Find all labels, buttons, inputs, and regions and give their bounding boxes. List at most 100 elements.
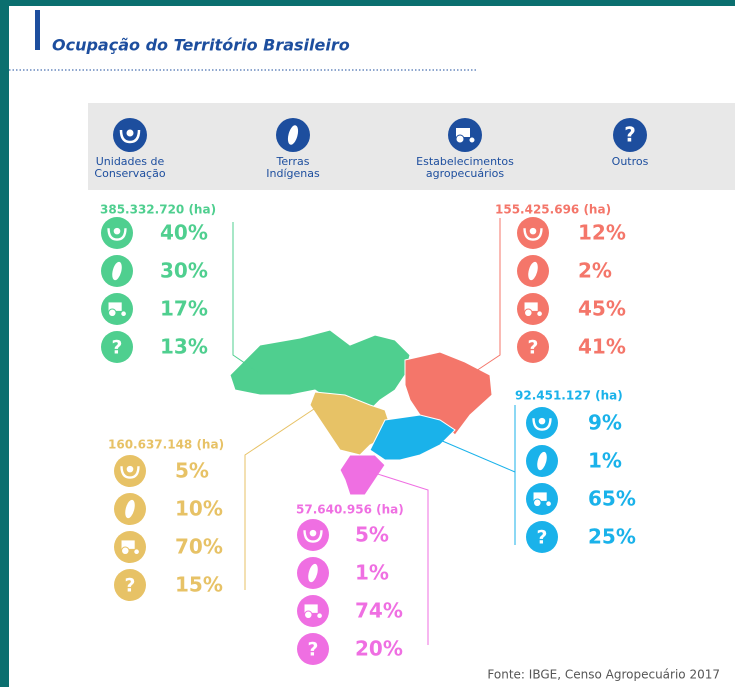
title: Ocupação do Território Brasileiro (52, 36, 350, 55)
connector (439, 439, 516, 473)
share: 1% (588, 449, 622, 473)
icon-leaf (528, 261, 538, 281)
icon-hands (532, 418, 552, 431)
icon-symbol: ? (308, 640, 319, 661)
legend-label: Terras (276, 155, 310, 168)
icon-symbol: ? (624, 123, 636, 147)
icon-circle (613, 118, 647, 152)
region-total: 92.451.127 (ha) (515, 389, 623, 403)
share: 74% (355, 599, 403, 623)
icon (113, 118, 147, 152)
icon-circle (526, 521, 558, 553)
legend-label: agropecuários (426, 167, 505, 180)
icon-wheel (545, 500, 552, 508)
icon-wheel (108, 308, 117, 318)
share: 41% (578, 335, 626, 359)
icon-wheel (524, 308, 533, 318)
share: 40% (160, 221, 208, 245)
region-total: 155.425.696 (ha) (495, 203, 611, 217)
icon: ? (517, 331, 549, 363)
icon-tractor (304, 604, 318, 613)
connectors (232, 218, 516, 645)
icon-tractor (121, 540, 135, 549)
region-center-west (309, 391, 391, 456)
icon-hands (523, 228, 543, 241)
icon-symbol: ? (528, 338, 539, 359)
icon (526, 483, 558, 515)
connector (232, 222, 259, 373)
region-northeast (404, 351, 493, 436)
icon-leaf (112, 261, 122, 281)
share: 10% (175, 497, 223, 521)
icon: ? (297, 633, 329, 665)
icon-heart (113, 227, 121, 235)
share: 5% (355, 523, 389, 547)
share: 65% (588, 487, 636, 511)
icon (526, 407, 558, 439)
share: 1% (355, 561, 389, 585)
region-total: 160.637.148 (ha) (108, 438, 224, 452)
icon (517, 255, 549, 287)
icon-leaf (537, 451, 547, 471)
icon-hands (120, 466, 140, 479)
share: 17% (160, 297, 208, 321)
icon (114, 455, 146, 487)
share: 20% (355, 637, 403, 661)
connector (469, 218, 501, 376)
share: 9% (588, 411, 622, 435)
icon-heart (126, 129, 134, 137)
share: 5% (175, 459, 209, 483)
icon-circle (517, 331, 549, 363)
icon (114, 493, 146, 525)
icon-symbol: ? (112, 338, 123, 359)
icon (297, 595, 329, 627)
connector (364, 469, 429, 645)
icon-wheel (468, 136, 476, 144)
share: 13% (160, 335, 208, 359)
icon (101, 217, 133, 249)
icon-wheel (133, 548, 140, 556)
icon-hands (107, 228, 127, 241)
icon-heart (309, 529, 317, 537)
source: Fonte: IBGE, Censo Agropecuário 2017 (487, 668, 720, 682)
icon (101, 293, 133, 325)
icon: ? (114, 569, 146, 601)
icon-leaf (308, 563, 318, 583)
icon-leaf (287, 125, 299, 145)
icon-symbol: ? (537, 528, 548, 549)
icon-wheel (121, 546, 130, 556)
icon-wheel (316, 612, 323, 620)
connector (244, 404, 321, 590)
icon (517, 293, 549, 325)
share: 45% (578, 297, 626, 321)
icon-heart (126, 465, 134, 473)
icon-wheel (533, 498, 542, 508)
icon (448, 118, 482, 152)
icon-heart (529, 227, 537, 235)
icon-leaf (125, 499, 135, 519)
region-south (339, 454, 386, 496)
icon-wheel (455, 134, 465, 144)
icon-tractor (456, 128, 470, 137)
region-total: 385.332.720 (ha) (100, 203, 216, 217)
legend-label: Outros (612, 155, 649, 168)
share: 30% (160, 259, 208, 283)
share: 25% (588, 525, 636, 549)
share: 12% (578, 221, 626, 245)
icon (101, 255, 133, 287)
icon (114, 531, 146, 563)
icon-hands (119, 129, 141, 144)
icon (526, 445, 558, 477)
icon (276, 118, 310, 152)
icon: ? (613, 118, 647, 152)
icon-circle (114, 569, 146, 601)
region-total: 57.640.956 (ha) (296, 503, 404, 517)
icon-hands (303, 530, 323, 543)
region-southeast (369, 414, 456, 461)
icon: ? (101, 331, 133, 363)
legend-label: Unidades de (96, 155, 165, 168)
icon-tractor (524, 302, 538, 311)
icon (297, 519, 329, 551)
share: 2% (578, 259, 612, 283)
